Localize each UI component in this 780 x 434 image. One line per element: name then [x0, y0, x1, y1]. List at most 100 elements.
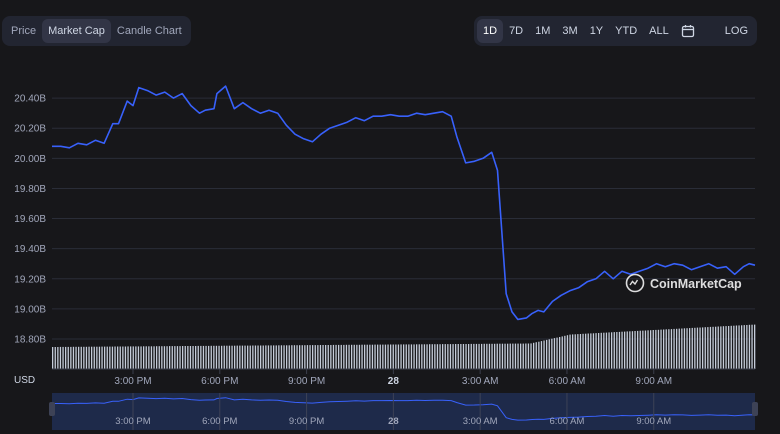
volume-bar	[548, 339, 550, 369]
x-tick-label: 9:00 AM	[635, 376, 672, 387]
volume-bar	[730, 325, 732, 369]
volume-bar	[319, 345, 322, 369]
navigator-tick-label: 6:00 AM	[550, 416, 585, 427]
volume-bar	[746, 325, 748, 369]
volume-bar	[150, 346, 153, 369]
volume-bar	[665, 329, 667, 369]
y-tick-label: 20.40B	[14, 94, 46, 105]
volume-bar	[122, 346, 124, 369]
volume-bar	[88, 346, 90, 369]
tab-price[interactable]: Price	[11, 25, 37, 37]
volume-bar	[57, 347, 59, 369]
volume-bar	[145, 346, 147, 369]
range-ytd[interactable]: YTD	[615, 25, 638, 37]
range-all[interactable]: ALL	[649, 25, 669, 37]
volume-bar	[111, 346, 114, 369]
range-7d[interactable]: 7D	[509, 25, 524, 37]
volume-bar	[410, 344, 413, 369]
volume-bar	[569, 334, 571, 369]
volume-bar	[192, 346, 194, 369]
navigator-line	[52, 397, 756, 421]
volume-bar	[595, 333, 597, 369]
volume-bar	[546, 339, 548, 369]
volume-bar	[384, 344, 387, 369]
volume-bar	[161, 346, 163, 369]
volume-bar	[452, 344, 454, 369]
volume-bar	[195, 346, 197, 369]
volume-bar	[85, 346, 88, 369]
volume-bar	[639, 330, 641, 369]
watermark-text: CoinMarketCap	[650, 277, 742, 291]
volume-bar	[306, 345, 309, 369]
volume-bar	[72, 346, 75, 369]
volume-bar	[260, 345, 262, 369]
volume-bar	[439, 344, 441, 369]
volume-bar	[400, 344, 402, 369]
tab-candle-chart[interactable]: Candle Chart	[116, 25, 182, 37]
volume-bar	[527, 343, 530, 369]
volume-bar	[174, 346, 176, 369]
volume-bar	[504, 343, 506, 369]
volume-bar	[338, 344, 340, 369]
volume-bar	[455, 344, 457, 369]
navigator-tick-label: 6:00 PM	[202, 416, 237, 427]
volume-bar	[431, 344, 433, 369]
volume-bar	[392, 344, 394, 369]
volume-bar	[371, 344, 374, 369]
volume-bar	[587, 333, 589, 369]
volume-bar	[416, 344, 418, 369]
navigator-tick-label: 3:00 PM	[115, 416, 150, 427]
range-1d[interactable]: 1D	[477, 19, 504, 43]
volume-bar	[205, 345, 207, 369]
volume-bar	[494, 343, 496, 369]
volume-bar	[559, 337, 561, 369]
volume-bar	[267, 345, 270, 369]
y-tick-label: 18.80B	[14, 335, 46, 346]
log-scale-toggle[interactable]: LOG	[724, 25, 748, 37]
volume-bar	[598, 333, 600, 369]
x-tick-label: 28	[388, 376, 400, 387]
volume-bar	[182, 346, 184, 369]
volume-bar	[725, 326, 727, 369]
range-1m[interactable]: 1M	[535, 25, 551, 37]
y-tick-label: 20.00B	[14, 154, 46, 165]
volume-bar	[218, 345, 220, 369]
range-navigator[interactable]: 3:00 PM 6:00 PM 9:00 PM 28 3:00 AM 6:00 AM 9:0…	[49, 393, 758, 430]
range-1y[interactable]: 1Y	[589, 25, 604, 37]
volume-bar	[735, 325, 738, 369]
navigator-right-handle[interactable]	[752, 402, 758, 416]
volume-bar	[460, 344, 462, 369]
y-tick-label: 20.20B	[14, 124, 46, 135]
volume-bar	[65, 346, 67, 369]
navigator-ticks: 3:00 PM 6:00 PM 9:00 PM 28 3:00 AM 6:00 AM 9:0…	[115, 393, 671, 430]
volume-bar	[473, 343, 475, 369]
volume-bar	[634, 331, 636, 369]
navigator-left-handle[interactable]	[49, 402, 55, 416]
volume-bar	[702, 327, 704, 369]
volume-bar	[286, 345, 288, 369]
calendar-icon[interactable]	[675, 19, 701, 43]
range-3m[interactable]: 3M	[562, 25, 578, 37]
volume-bar	[335, 344, 337, 369]
volume-bar	[101, 346, 103, 369]
volume-bar	[301, 345, 303, 369]
y-tick-label: 19.00B	[14, 304, 46, 315]
volume-bar	[176, 346, 179, 369]
tab-market-cap[interactable]: Market Cap	[42, 19, 111, 43]
volume-bar	[228, 345, 231, 369]
volume-bar	[660, 329, 662, 369]
volume-bar	[231, 345, 233, 369]
x-tick-label: 3:00 AM	[462, 376, 499, 387]
volume-bar	[600, 332, 602, 369]
volume-bar	[644, 330, 647, 369]
navigator-tick-label: 28	[388, 416, 399, 427]
volume-bar	[626, 331, 628, 369]
volume-bar	[652, 330, 654, 369]
volume-bar	[327, 345, 329, 369]
volume-bar	[486, 343, 488, 369]
volume-bar	[291, 345, 293, 369]
volume-bar	[418, 344, 420, 369]
volume-bar	[413, 344, 415, 369]
volume-bar	[712, 326, 714, 369]
